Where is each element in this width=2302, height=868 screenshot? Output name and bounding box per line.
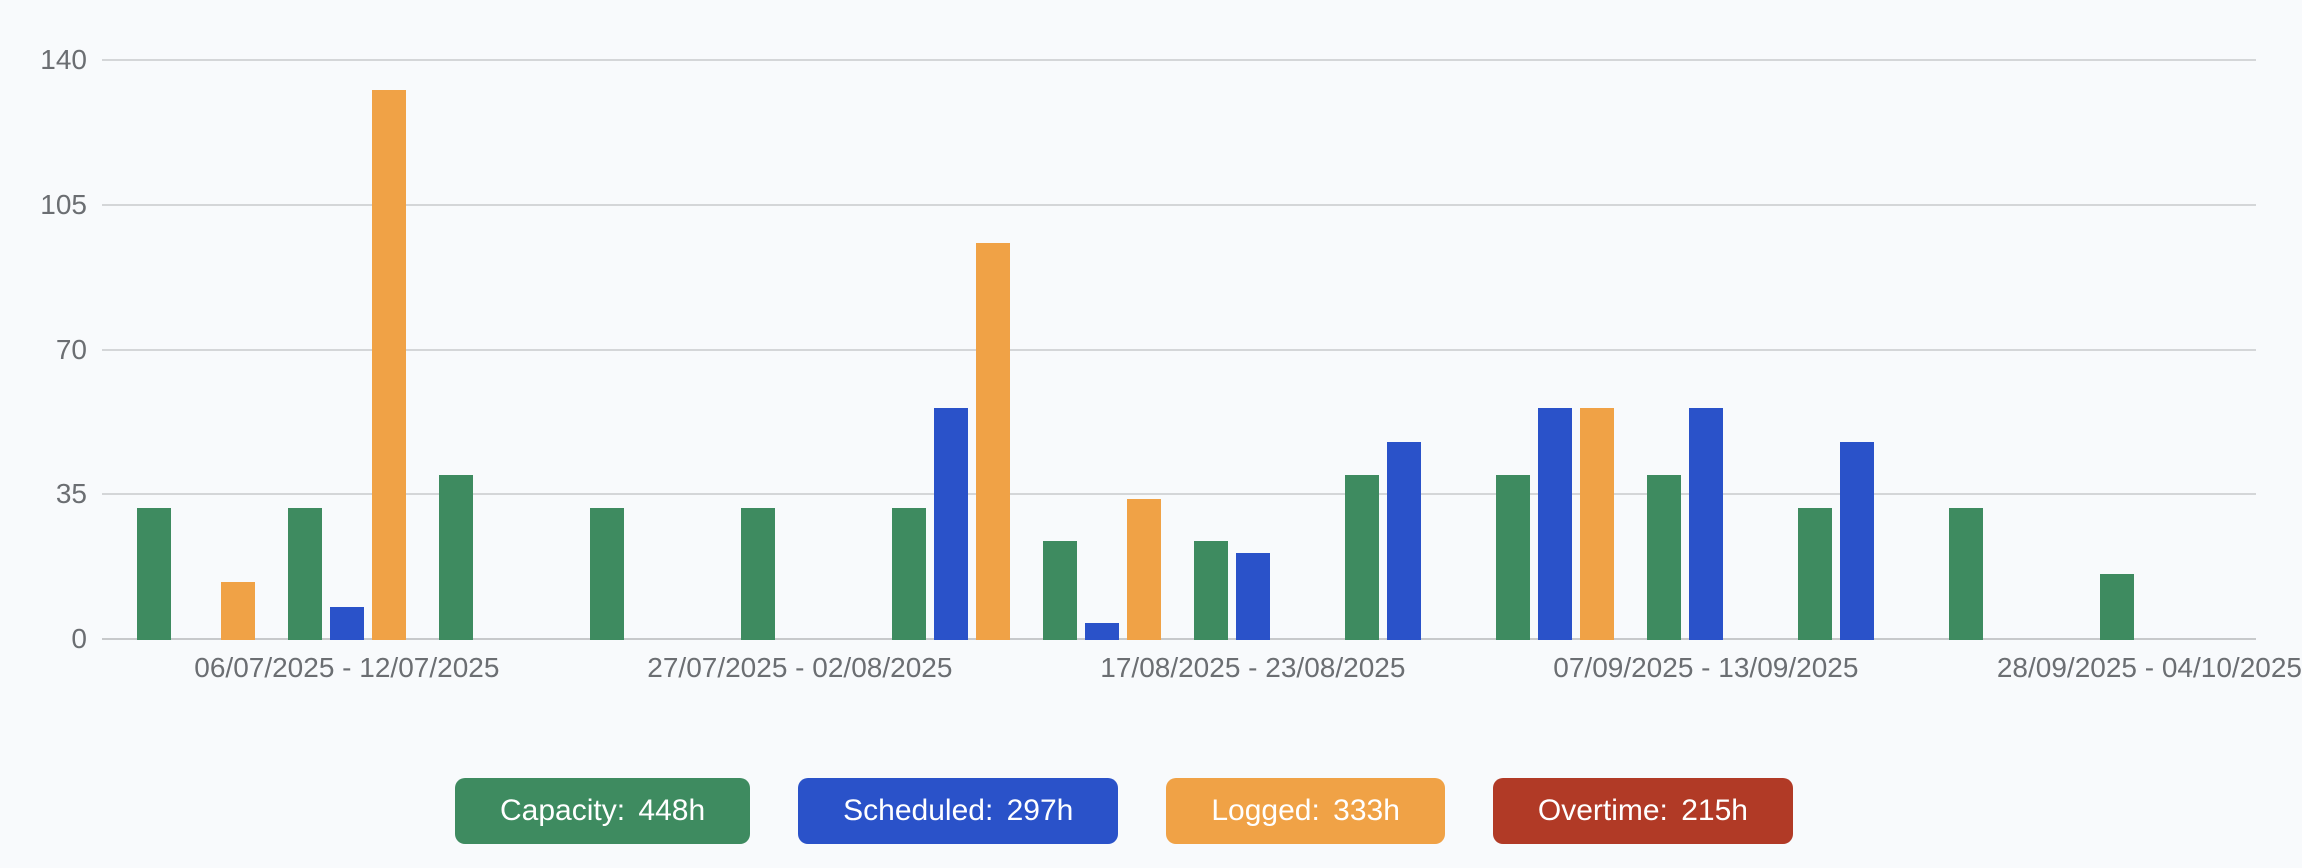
y-axis-label-0: 0 bbox=[71, 623, 87, 654]
bar-capacity-week-13[interactable] bbox=[1948, 507, 1983, 640]
bar-capacity-week-3[interactable] bbox=[438, 474, 473, 640]
y-axis-label-105: 105 bbox=[40, 188, 87, 220]
bar-logged-week-10[interactable] bbox=[1580, 408, 1615, 640]
x-axis-label-week-2: 06/07/2025 - 12/07/2025 bbox=[194, 652, 500, 683]
y-axis-label-140: 140 bbox=[40, 44, 87, 76]
bar-scheduled-week-7[interactable] bbox=[1084, 623, 1119, 640]
bar-scheduled-week-12[interactable] bbox=[1839, 441, 1874, 640]
x-axis-label-week-11: 07/09/2025 - 13/09/2025 bbox=[1553, 652, 1859, 683]
chart-legend: Capacity: 448h Scheduled: 297h Logged: 333… bbox=[0, 778, 2275, 844]
bar-capacity-week-5[interactable] bbox=[740, 507, 775, 640]
x-axis-label-week-5: 27/07/2025 - 02/08/2025 bbox=[647, 652, 953, 683]
x-axis-label-week-14: 28/09/2025 - 04/10/2025 bbox=[1996, 652, 2302, 683]
bar-scheduled-week-10[interactable] bbox=[1537, 408, 1572, 640]
bar-capacity-week-4[interactable] bbox=[589, 507, 624, 640]
bar-capacity-week-7[interactable] bbox=[1042, 540, 1077, 640]
gridline-0 bbox=[102, 638, 2256, 640]
bar-capacity-week-12[interactable] bbox=[1797, 507, 1832, 640]
y-axis-label-70: 70 bbox=[55, 333, 87, 365]
bar-capacity-week-11[interactable] bbox=[1646, 474, 1681, 640]
x-axis-label-week-8: 17/08/2025 - 23/08/2025 bbox=[1100, 652, 1406, 683]
legend-badge-logged[interactable]: Logged: 333h bbox=[1166, 778, 1445, 844]
legend-badge-scheduled[interactable]: Scheduled: 297h bbox=[798, 778, 1119, 844]
gridline-70 bbox=[102, 348, 2256, 351]
bar-capacity-week-10[interactable] bbox=[1495, 474, 1530, 640]
bar-capacity-week-14[interactable] bbox=[2099, 573, 2134, 640]
gridline-105 bbox=[102, 203, 2256, 206]
bar-logged-week-7[interactable] bbox=[1127, 499, 1162, 640]
bar-capacity-week-8[interactable] bbox=[1193, 540, 1228, 640]
bar-scheduled-week-2[interactable] bbox=[329, 606, 364, 640]
bar-capacity-week-1[interactable] bbox=[136, 507, 171, 640]
legend-badge-capacity[interactable]: Capacity: 448h bbox=[455, 778, 751, 844]
y-axis-label-35: 35 bbox=[55, 478, 87, 510]
bar-scheduled-week-6[interactable] bbox=[933, 408, 968, 640]
bar-scheduled-week-11[interactable] bbox=[1688, 408, 1723, 640]
gridline-35 bbox=[102, 493, 2256, 496]
legend-badge-overtime[interactable]: Overtime: 215h bbox=[1492, 778, 1793, 844]
gridline-140 bbox=[102, 59, 2256, 62]
bar-scheduled-week-8[interactable] bbox=[1235, 553, 1270, 640]
bar-logged-week-2[interactable] bbox=[372, 90, 407, 640]
bar-capacity-week-2[interactable] bbox=[287, 507, 322, 640]
bar-scheduled-week-9[interactable] bbox=[1386, 441, 1421, 640]
bar-logged-week-1[interactable] bbox=[221, 582, 256, 640]
bar-logged-week-6[interactable] bbox=[976, 243, 1011, 640]
bar-capacity-week-9[interactable] bbox=[1344, 474, 1379, 640]
bar-capacity-week-6[interactable] bbox=[891, 507, 926, 640]
